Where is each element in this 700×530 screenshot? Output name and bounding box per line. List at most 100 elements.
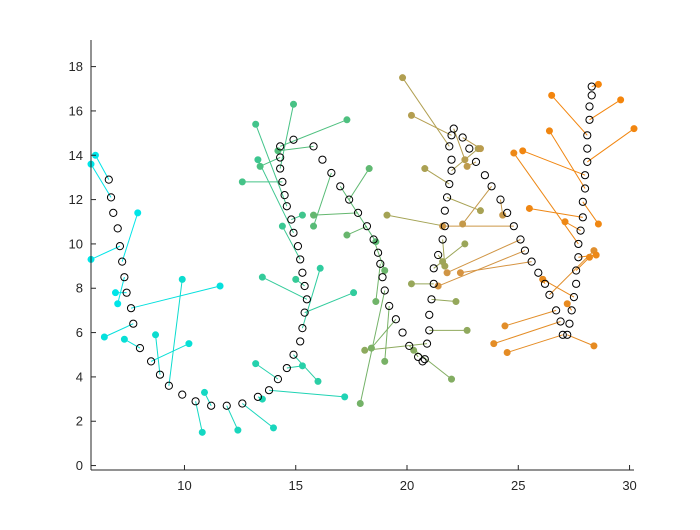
connection-endpoints — [87, 74, 638, 436]
axes: 10 15 20 25 30 0 2 4 6 8 10 12 14 16 18 — [69, 40, 637, 493]
connection-line-43 — [371, 318, 397, 349]
connection-line-42 — [384, 305, 390, 362]
path-marker-100 — [574, 253, 583, 262]
path-marker-7 — [122, 288, 131, 297]
path-marker-33 — [287, 215, 296, 224]
path-marker-58 — [418, 357, 427, 366]
endpoint-marker-39 — [381, 267, 389, 275]
endpoint-marker-32 — [343, 116, 351, 124]
path-marker-110 — [585, 115, 594, 124]
y-tick-label-2: 2 — [76, 414, 83, 429]
path-marker-42 — [318, 155, 327, 164]
connection-line-66 — [437, 250, 526, 287]
endpoint-marker-52 — [441, 262, 449, 270]
path-marker-76 — [449, 124, 458, 133]
path-marker-52 — [380, 286, 389, 295]
connection-line-9 — [150, 343, 190, 362]
y-tick-label-18: 18 — [69, 59, 83, 74]
endpoint-marker-9 — [185, 340, 193, 348]
endpoint-marker-6 — [100, 333, 108, 341]
connection-line-33 — [277, 145, 314, 152]
endpoint-marker-12 — [198, 428, 206, 436]
endpoint-marker-43 — [367, 344, 375, 352]
path-marker-24 — [296, 337, 305, 346]
path-marker-23 — [289, 350, 298, 359]
path-marker-36 — [278, 177, 287, 186]
path-marker-104 — [578, 197, 587, 206]
endpoint-marker-30 — [290, 100, 298, 108]
path-marker-44 — [336, 182, 345, 191]
connection-line-73 — [567, 334, 595, 347]
path-marker-96 — [567, 306, 576, 315]
path-marker-21 — [273, 375, 283, 384]
endpoint-marker-47 — [463, 326, 471, 334]
path-marker-105 — [580, 184, 590, 193]
path-marker-12 — [155, 370, 165, 379]
path-marker-53 — [385, 301, 394, 311]
endpoint-marker-20 — [314, 377, 322, 385]
y-tick-label-14: 14 — [69, 148, 83, 163]
endpoint-marker-44 — [448, 375, 456, 383]
y-tick-label-6: 6 — [76, 325, 83, 340]
path-marker-39 — [276, 142, 285, 151]
x-tick-label-20: 20 — [400, 478, 414, 493]
endpoint-marker-15 — [269, 424, 277, 432]
endpoint-marker-37 — [310, 211, 318, 219]
connection-line-71 — [493, 321, 561, 345]
endpoint-marker-80 — [525, 204, 533, 212]
endpoint-marker-71 — [490, 340, 498, 348]
path-marker-35 — [280, 191, 289, 200]
path-marker-14 — [178, 390, 187, 399]
endpoint-marker-81 — [594, 220, 602, 228]
connection-line-82 — [549, 130, 586, 189]
connection-line-30 — [279, 104, 295, 169]
endpoint-marker-58 — [407, 111, 415, 119]
path-marker-111 — [585, 102, 594, 111]
connection-line-54 — [446, 196, 481, 212]
path-marker-63 — [427, 295, 436, 304]
path-marker-65 — [429, 264, 438, 273]
path-marker-78 — [465, 144, 474, 153]
endpoint-marker-59 — [461, 156, 469, 164]
path-marker-43 — [327, 168, 336, 178]
path-marker-101 — [574, 239, 583, 249]
endpoint-marker-72 — [503, 349, 511, 357]
endpoint-marker-16 — [258, 395, 266, 403]
connection-line-55 — [424, 168, 450, 185]
connection-line-1 — [90, 163, 112, 198]
endpoint-marker-18 — [252, 360, 260, 368]
connection-line-3 — [121, 212, 139, 262]
path-marker-8 — [126, 304, 136, 313]
path-marker-55 — [398, 328, 407, 337]
path-marker-40 — [289, 135, 298, 144]
endpoint-marker-26 — [254, 156, 262, 164]
path-marker-66 — [434, 250, 443, 260]
path-marker-30 — [296, 255, 305, 264]
path-marker-85 — [516, 235, 525, 244]
path-marker-86 — [520, 246, 530, 255]
connection-line-10 — [155, 334, 161, 375]
connection-line-75 — [542, 278, 575, 298]
x-tick-label-10: 10 — [177, 478, 191, 493]
path-marker-32 — [289, 228, 298, 237]
path-marker-84 — [509, 222, 518, 231]
connection-line-35 — [339, 186, 377, 242]
connection-line-59 — [453, 128, 466, 160]
endpoint-marker-3 — [134, 209, 142, 217]
endpoint-marker-55 — [421, 165, 429, 173]
endpoint-marker-23 — [258, 273, 266, 281]
path-marker-54 — [391, 315, 400, 324]
connection-line-14 — [226, 405, 239, 431]
connection-line-70 — [504, 309, 557, 327]
path-marker-18 — [238, 399, 247, 408]
endpoint-marker-25 — [278, 222, 286, 230]
path-marker-10 — [135, 343, 145, 353]
connection-line-0 — [95, 155, 110, 180]
path-marker-46 — [353, 208, 363, 217]
connection-line-6 — [104, 323, 134, 338]
path-marker-50 — [376, 259, 385, 268]
path-marker-2 — [109, 208, 118, 217]
endpoint-marker-83 — [519, 147, 527, 155]
endpoint-marker-34 — [310, 222, 318, 230]
